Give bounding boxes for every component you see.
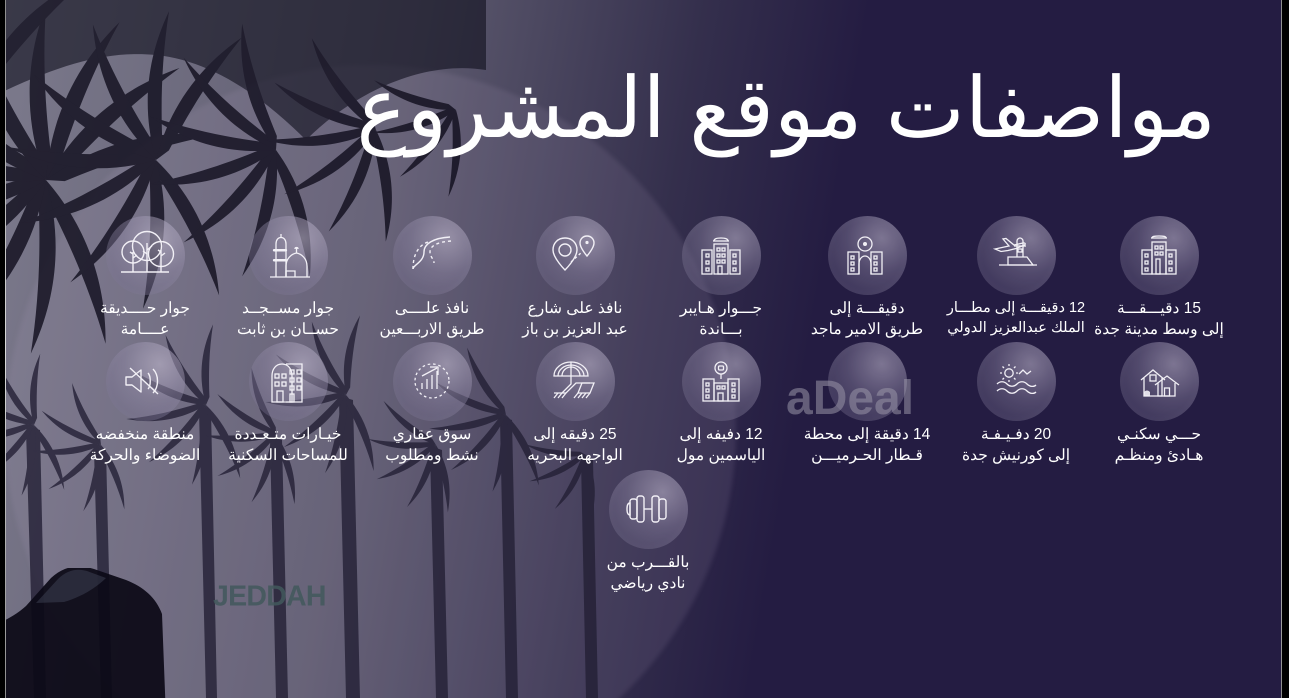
svg-text:JEDDAH: JEDDAH: [213, 580, 326, 612]
svg-text:aDeal: aDeal: [786, 372, 914, 423]
